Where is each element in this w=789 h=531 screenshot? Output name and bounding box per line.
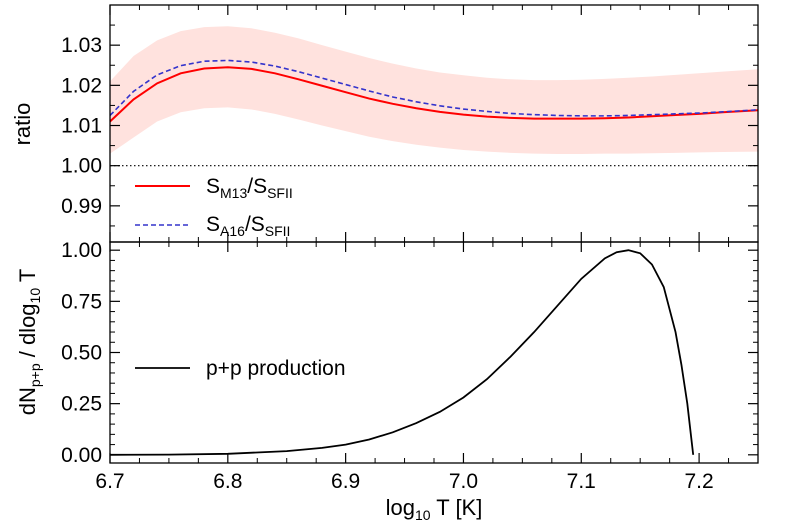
legend-label-a16: SA16/SSFII	[206, 213, 290, 239]
legend-m13-sub2: SFII	[267, 185, 293, 201]
bottom-plot-frame	[109, 241, 759, 464]
x-tick-label: 7.1	[567, 470, 596, 493]
x-tick-label: 7.2	[684, 470, 713, 493]
top-y-tick-label: 1.01	[61, 115, 102, 138]
x-axis-label: log10 T [K]	[386, 495, 483, 523]
xlabel-sub: 10	[415, 507, 431, 523]
ylabel-sub: p+p	[27, 363, 43, 387]
x-tick-label: 6.9	[331, 470, 360, 493]
ylabel-mid: / dlog	[15, 303, 40, 363]
x-tick-label: 6.8	[213, 470, 242, 493]
top-y-tick-label: 1.02	[61, 74, 102, 97]
top-y-axis-label: ratio	[10, 103, 35, 146]
series-line-m13-ratio	[109, 66, 759, 123]
top-y-tick-label: 1.00	[61, 155, 102, 178]
bottom-y-tick-label: 0.25	[61, 393, 102, 416]
top-y-tick-label: 0.99	[61, 195, 102, 218]
xlabel-main: log	[386, 495, 415, 520]
ylabel-end: T	[15, 269, 40, 288]
top-y-tick-label: 1.03	[61, 34, 102, 57]
uncertainty-band	[110, 26, 758, 155]
xlabel-end: T [K]	[431, 495, 483, 520]
bottom-legend: p+p production	[135, 357, 346, 380]
legend-a16-sub2: SFII	[265, 223, 291, 239]
bottom-y-tick-label: 1.00	[61, 239, 102, 262]
legend-label-m13: SM13/SSFII	[206, 175, 293, 201]
series-line-a16-ratio	[109, 59, 759, 117]
legend-label-pp: p+p production	[206, 357, 346, 380]
legend-m13-sep: /S	[247, 175, 267, 198]
ylabel-sub2: 10	[27, 288, 43, 304]
x-tick-label: 7.0	[449, 470, 478, 493]
legend-a16-sep: /S	[245, 213, 265, 236]
legend-m13-main: S	[206, 175, 220, 198]
legend-a16-main: S	[206, 213, 220, 236]
x-tick-label: 6.7	[95, 470, 124, 493]
bottom-y-tick-label: 0.75	[61, 290, 102, 313]
ylabel-main: dN	[15, 387, 40, 415]
legend-m13-sub: M13	[220, 185, 247, 201]
bottom-ticks: 0.00 0.25 0.50 0.75 1.00 6.7 6.8 6.9 7.0 7.1 7.2	[61, 239, 758, 493]
bottom-y-tick-label: 0.50	[61, 342, 102, 365]
bottom-y-tick-label: 0.00	[61, 444, 102, 467]
bottom-panel: 0.00 0.25 0.50 0.75 1.00 6.7 6.8 6.9 7.0 7.1 7.2 d…	[15, 239, 759, 523]
top-ticks: 0.99 1.00 1.01 1.02 1.03	[61, 5, 758, 242]
series-line-pp-production	[109, 249, 695, 456]
top-panel: 0.991.001.011.021.03 ratio SM13/SSFII SA…	[10, 4, 759, 243]
bottom-y-axis-label: dNp+p / dlog10 T	[15, 269, 43, 416]
top-legend: SM13/SSFII SA16/SSFII	[135, 175, 293, 239]
legend-a16-sub: A16	[220, 223, 245, 239]
